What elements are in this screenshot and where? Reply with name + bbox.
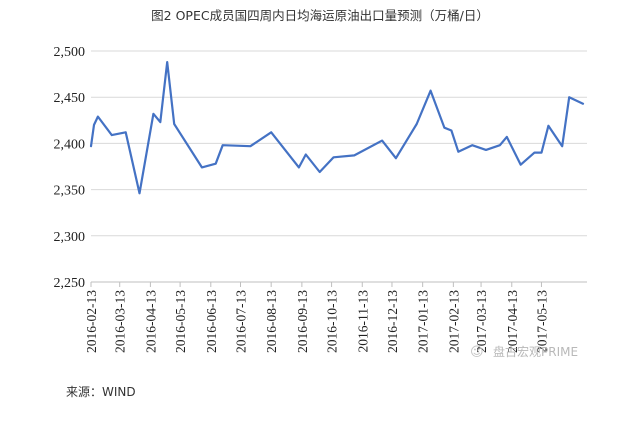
y-tick-label: 2,400 [54, 137, 86, 152]
x-tick-label: 2016-02-13 [84, 290, 99, 353]
x-tick-label: 2016-08-13 [264, 290, 279, 353]
x-tick-label: 2016-06-13 [204, 290, 219, 353]
chart-title: 图2 OPEC成员国四周内日均海运原油出口量预测（万桶/日） [151, 8, 489, 23]
y-tick-label: 2,350 [54, 184, 86, 199]
y-axis: 2,250 2,300 2,350 2,400 2,450 2,500 [54, 45, 86, 291]
y-tick-label: 2,450 [54, 91, 86, 106]
watermark: 盘古宏观PRIME [493, 344, 578, 359]
x-tick-label: 2017-02-13 [446, 290, 461, 353]
x-tick-label: 2017-01-13 [416, 290, 431, 353]
x-tick-label: 2016-09-13 [295, 290, 310, 353]
x-tick-label: 2017-05-13 [534, 290, 549, 353]
x-tick-label: 2017-04-13 [505, 290, 520, 353]
x-tick-label: 2016-11-13 [355, 290, 370, 353]
x-tick-label: 2016-03-13 [113, 290, 128, 353]
y-tick-label: 2,500 [54, 45, 86, 60]
y-tick-label: 2,300 [54, 230, 86, 245]
x-tick-label: 2017-03-13 [474, 290, 489, 353]
x-axis-ticks: 2016-02-13 2016-03-13 2016-04-13 2016-05-13… [84, 282, 549, 353]
x-tick-label: 2016-05-13 [173, 290, 188, 353]
gridlines [91, 50, 587, 237]
x-tick-label: 2016-04-13 [143, 290, 158, 353]
x-tick-label: 2016-12-13 [385, 290, 400, 353]
x-tick-label: 2016-07-13 [233, 290, 248, 353]
watermark-icon: ☺ [470, 345, 484, 360]
y-tick-label: 2,250 [54, 276, 86, 291]
source-note: 来源：WIND [66, 385, 136, 399]
x-tick-label: 2016-10-13 [325, 290, 340, 353]
series [89, 60, 585, 195]
series-line [89, 60, 585, 195]
